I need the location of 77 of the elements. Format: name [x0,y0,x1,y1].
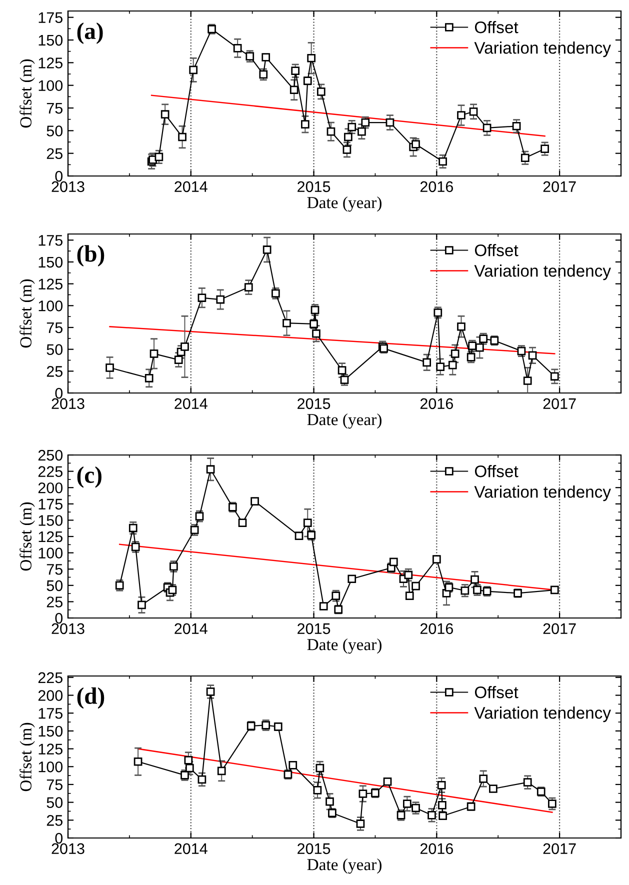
y-tick-label: 50 [46,344,63,356]
x-tick-label: 2016 [420,843,453,854]
y-tick-label: 175 [38,708,62,719]
x-tick-label: 2017 [543,843,576,854]
legend-label: Offset [474,244,518,256]
y-tick-label: 25 [46,596,62,608]
y-tick-label: 150 [38,515,63,526]
x-tick-label: 2017 [543,398,576,410]
y-tick-label: 25 [46,148,62,160]
x-tick-label: 2016 [420,623,453,634]
y-tick-label: 50 [46,126,63,136]
y-tick-label: 200 [38,690,63,701]
legend-label: Offset [474,21,518,34]
y-tick-label: 150 [38,34,63,46]
x-tick-label: 2014 [174,843,208,854]
chart-title: (b) [77,245,104,267]
legend-label: Variation tendency [474,486,611,502]
chart-title: (d) [77,687,104,709]
x-axis-title: Date (year) [307,413,382,429]
x-tick-label: 2014 [174,181,208,192]
x-tick-label: 2017 [543,623,576,634]
y-tick-label: 225 [38,672,62,684]
y-tick-label: 250 [38,450,63,461]
x-tick-label: 2015 [298,398,330,410]
y-axis-title: Offset (m) [20,59,35,128]
x-axis-title: Date (year) [307,638,382,654]
y-tick-label: 125 [38,744,62,754]
chart-title: (a) [77,22,103,44]
y-tick-label: 175 [38,12,62,24]
y-tick-label: 0 [55,388,63,399]
x-tick-label: 2015 [298,843,330,854]
x-tick-label: 2017 [543,181,576,192]
x-axis-title: Date (year) [307,196,382,212]
y-tick-label: 175 [38,498,62,510]
chart-title: (c) [77,466,102,488]
y-tick-label: 50 [46,580,63,592]
legend-label: Variation tendency [474,706,611,722]
y-tick-label: 175 [38,235,62,246]
y-tick-label: 75 [46,103,62,114]
y-tick-label: 100 [38,548,63,558]
y-tick-label: 100 [38,762,63,772]
y-tick-label: 25 [46,815,62,826]
x-tick-label: 2014 [174,623,208,634]
legend-label: Variation tendency [474,42,611,58]
y-tick-label: 125 [38,278,62,290]
y-tick-label: 0 [55,170,63,182]
y-tick-label: 0 [55,612,63,624]
x-tick-label: 2013 [52,843,84,854]
legend-label: Offset [474,465,518,478]
y-tick-label: 100 [38,80,63,92]
y-tick-label: 150 [38,256,63,268]
y-tick-label: 100 [38,300,63,312]
legend-label: Offset [474,686,518,698]
x-tick-label: 2015 [298,181,330,192]
y-tick-label: 0 [55,832,63,844]
y-axis-title: Offset (m) [20,502,35,571]
y-tick-label: 150 [38,726,63,737]
y-axis-title: Offset (m) [20,722,35,792]
x-tick-label: 2013 [52,181,84,192]
legend-label: Variation tendency [474,264,611,280]
y-tick-label: 50 [46,797,63,808]
y-tick-label: 75 [46,322,62,334]
y-tick-label: 75 [46,780,62,790]
x-tick-label: 2014 [174,398,208,410]
y-tick-label: 225 [38,466,62,477]
x-tick-label: 2013 [52,623,84,634]
y-tick-label: 200 [38,482,63,494]
y-tick-label: 25 [46,366,62,377]
y-axis-title: Offset (m) [20,279,35,348]
x-tick-label: 2015 [298,623,330,634]
y-tick-label: 75 [46,564,62,575]
x-tick-label: 2016 [420,398,453,410]
y-tick-label: 125 [38,58,62,68]
y-tick-label: 125 [38,531,62,542]
x-tick-label: 2013 [52,398,84,410]
x-axis-title: Date (year) [307,858,382,874]
x-tick-label: 2016 [420,181,453,192]
